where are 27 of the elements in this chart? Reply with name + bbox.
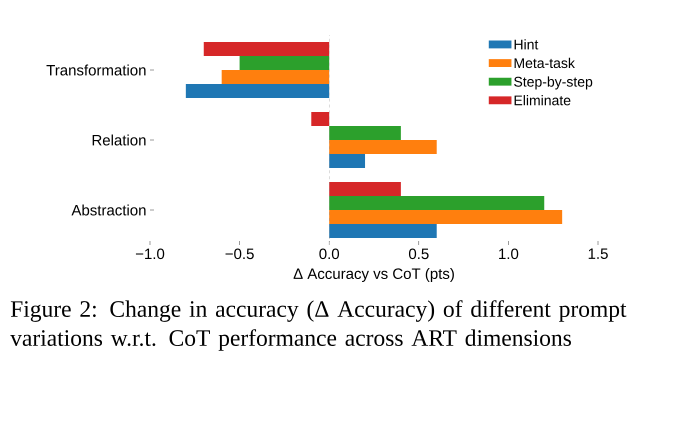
bar bbox=[240, 56, 330, 70]
bar bbox=[329, 140, 437, 154]
legend-label: Eliminate bbox=[514, 95, 570, 106]
y-tick-label: Abstraction bbox=[71, 204, 146, 216]
y-tick-label: Relation bbox=[92, 134, 146, 146]
bar bbox=[329, 224, 437, 238]
x-tick-label: 1.5 bbox=[588, 248, 608, 259]
legend-label: Hint bbox=[514, 39, 538, 50]
bar bbox=[329, 182, 401, 196]
legend-label: Meta-task bbox=[514, 58, 575, 68]
bar bbox=[329, 210, 562, 224]
x-axis-title: Δ Accuracy vs CoT (pts) bbox=[294, 268, 454, 282]
bar bbox=[204, 42, 330, 56]
x-tick-label: 0.0 bbox=[319, 248, 340, 260]
x-tick-label: 1.0 bbox=[499, 248, 518, 260]
bar bbox=[222, 70, 330, 84]
caption: Figure 2: Change in accuracy (Δ Accuracy) of different prompt variations w.r.t. CoT performance across ART dimensions bbox=[10, 300, 626, 351]
bar bbox=[329, 126, 401, 140]
bar bbox=[329, 154, 366, 168]
bar bbox=[329, 196, 544, 210]
x-tick-label: −0.5 bbox=[226, 248, 254, 260]
y-tick-label: Transformation bbox=[46, 64, 146, 76]
bar bbox=[311, 112, 330, 126]
legend-label: Step-by-step bbox=[514, 76, 592, 90]
x-tick-label: 0.5 bbox=[408, 248, 429, 260]
x-tick-label: −1.0 bbox=[136, 248, 164, 260]
bar bbox=[186, 84, 330, 98]
